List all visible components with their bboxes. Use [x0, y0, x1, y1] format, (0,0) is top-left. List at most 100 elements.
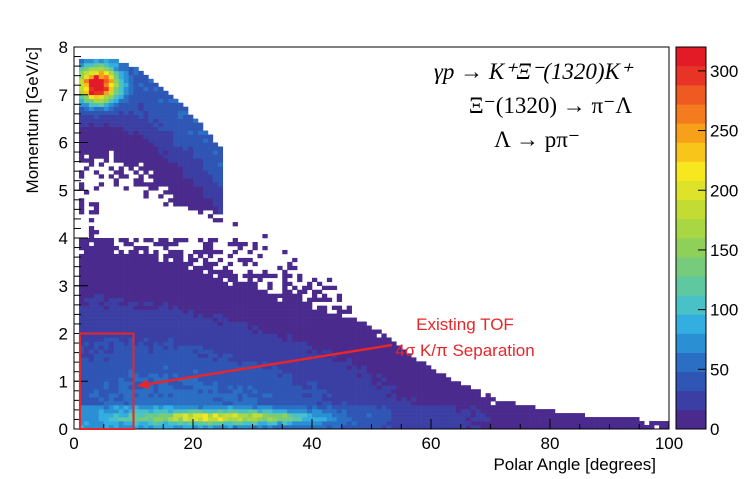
heat-cell — [366, 393, 372, 398]
heat-cell — [237, 401, 243, 406]
heat-cell — [331, 325, 338, 330]
heat-cell — [88, 130, 95, 135]
heat-cell — [217, 409, 224, 414]
heat-cell — [321, 329, 328, 334]
heat-cell — [237, 333, 243, 338]
heat-cell — [163, 238, 169, 243]
heat-cell — [138, 102, 144, 107]
heat-cell — [321, 393, 328, 398]
heat-cell — [257, 365, 263, 370]
heat-cell — [277, 265, 283, 271]
heat-cell — [207, 182, 214, 187]
heat-cell — [173, 106, 179, 111]
heat-cell — [118, 74, 124, 80]
heat-cell — [202, 385, 209, 390]
heat-cell — [108, 365, 114, 370]
heat-cell — [292, 425, 298, 430]
heat-cell — [470, 393, 476, 398]
heat-cell — [133, 78, 139, 84]
heat-cell — [93, 138, 100, 143]
heat-cell — [316, 325, 323, 330]
heat-cell — [202, 365, 209, 370]
heat-cell — [88, 146, 95, 151]
heat-cell — [178, 265, 184, 271]
heat-cell — [421, 405, 427, 410]
heat-cell — [624, 425, 630, 430]
heat-cell — [128, 82, 134, 88]
heat-cell — [113, 313, 119, 318]
heat-cell — [222, 405, 229, 410]
heat-cell — [103, 337, 110, 342]
heat-cell — [292, 393, 298, 398]
heat-cell — [277, 333, 283, 338]
heat-cell — [416, 373, 422, 378]
heat-cell — [143, 349, 149, 354]
heat-cell — [78, 182, 85, 187]
heat-cell — [232, 389, 238, 394]
heat-cell — [351, 317, 357, 322]
heat-cell — [222, 313, 229, 318]
heat-cell — [237, 329, 243, 334]
heat-cell — [108, 265, 114, 271]
heat-cell — [396, 345, 402, 350]
heat-cell — [98, 66, 105, 72]
heat-cell — [113, 393, 119, 398]
heat-cell — [401, 361, 407, 366]
heat-cell — [163, 377, 169, 382]
heat-cell — [232, 273, 238, 279]
heat-cell — [351, 337, 357, 342]
heat-cell — [331, 381, 338, 386]
heat-cell — [426, 369, 432, 374]
heat-cell — [108, 369, 114, 374]
heat-cell — [287, 369, 293, 374]
heat-cell — [227, 393, 233, 398]
heat-cell — [257, 301, 263, 306]
heat-cell — [123, 273, 129, 279]
heat-cell — [193, 265, 199, 271]
heat-cell — [103, 365, 110, 370]
heat-cell — [376, 337, 382, 342]
heat-cell — [123, 313, 129, 318]
heat-cell — [158, 381, 164, 386]
heat-cell — [326, 345, 333, 350]
heat-cell — [341, 325, 348, 330]
heat-cell — [272, 373, 278, 378]
heat-cell — [163, 325, 169, 330]
heat-cell — [207, 281, 214, 287]
heat-cell — [277, 413, 283, 418]
heat-cell — [371, 393, 377, 398]
heat-cell — [148, 114, 154, 119]
heat-cell — [88, 369, 95, 374]
heat-cell — [158, 377, 164, 382]
heat-cell — [257, 373, 263, 378]
heat-cell — [227, 377, 233, 382]
heat-cell — [371, 401, 377, 406]
heat-cell — [123, 62, 129, 68]
heat-cell — [168, 389, 174, 394]
heat-cell — [133, 413, 139, 418]
colorbar-tick-label: 100 — [710, 301, 738, 320]
heat-cell — [113, 82, 119, 88]
heat-cell — [257, 421, 263, 426]
heat-cell — [292, 353, 298, 358]
heat-cell — [282, 349, 288, 354]
heat-cell — [118, 409, 124, 414]
heat-cell — [232, 381, 238, 386]
heat-cell — [173, 413, 179, 418]
heat-cell — [148, 309, 154, 314]
heat-cell — [98, 421, 105, 426]
heat-cell — [351, 425, 357, 430]
heat-cell — [252, 369, 258, 374]
heat-cell — [108, 381, 114, 386]
heat-cell — [88, 249, 95, 255]
heat-cell — [138, 110, 144, 115]
heat-cell — [237, 425, 243, 430]
heat-cell — [267, 369, 273, 374]
heat-cell — [421, 365, 427, 370]
heat-cell — [188, 321, 194, 326]
heat-cell — [346, 325, 352, 330]
heat-cell — [188, 182, 194, 187]
heat-cell — [113, 62, 119, 68]
heat-cell — [326, 325, 333, 330]
heat-cell — [138, 417, 144, 422]
